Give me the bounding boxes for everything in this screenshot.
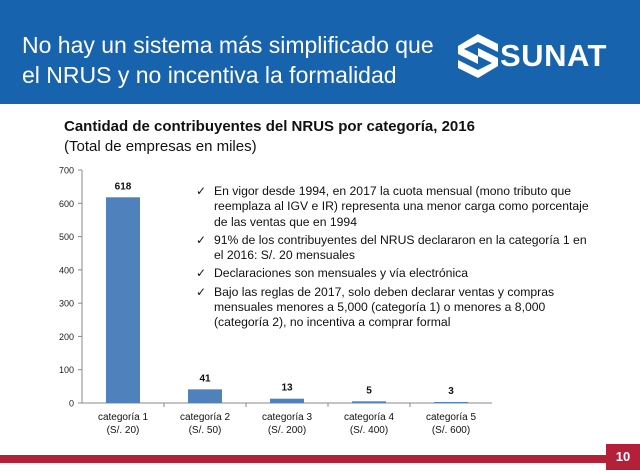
slide-title-line-1: No hay un sistema más simplificado que (22, 32, 434, 58)
chart-title: Cantidad de contribuyentes del NRUS por … (64, 118, 475, 135)
bullet-text: Bajo las reglas de 2017, solo deben decl… (214, 284, 555, 330)
bullet-item: ✓ 91% de los contribuyentes del NRUS dec… (196, 233, 592, 264)
data-label: 41 (199, 373, 211, 384)
x-tick-label: categoría 4 (344, 412, 394, 423)
x-tick-label-price: (S/. 20) (107, 425, 140, 436)
data-label: 618 (115, 181, 132, 192)
x-tick-label-price: (S/. 400) (350, 425, 388, 436)
checkmark-icon: ✓ (196, 284, 207, 299)
bullet-item: ✓ Declaraciones son mensuales y vía elec… (196, 266, 592, 281)
checkmark-icon: ✓ (196, 184, 207, 198)
bar (352, 401, 386, 403)
x-tick-label: categoría 2 (180, 412, 230, 423)
sunat-logo: SUNAT (458, 34, 618, 78)
y-tick-label: 500 (59, 232, 74, 242)
sunat-s-logo-icon (458, 34, 498, 78)
page-number: 10 (606, 444, 640, 470)
bullet-item: ✓ En vigor desde 1994, en 2017 la cuota … (196, 184, 592, 230)
bar (270, 398, 304, 403)
y-tick-label: 100 (59, 365, 74, 375)
x-tick-label: categoría 1 (98, 412, 148, 423)
y-tick-label: 700 (59, 166, 74, 176)
y-tick-label: 0 (69, 399, 74, 409)
x-tick-label-price: (S/. 50) (189, 425, 222, 436)
chart-subtitle: (Total de empresas en miles) (64, 138, 257, 155)
x-tick-label-price: (S/. 200) (268, 425, 306, 436)
bar (188, 389, 222, 403)
bar (434, 402, 468, 403)
sunat-logo-text: SUNAT (500, 38, 607, 73)
checkmark-icon: ✓ (196, 232, 207, 247)
slide-title: No hay un sistema más simplificado que e… (22, 30, 442, 90)
data-label: 5 (366, 385, 372, 396)
data-label: 13 (281, 383, 293, 394)
bullet-item: ✓ Bajo las reglas de 2017, solo deben de… (196, 285, 592, 331)
footer-bar (0, 455, 606, 463)
bullet-text: Declaraciones son mensuales y vía electr… (214, 266, 469, 281)
y-tick-label: 300 (59, 299, 74, 309)
y-tick-label: 400 (59, 265, 74, 275)
y-tick-label: 200 (59, 332, 74, 342)
bullet-text: 91% de los contribuyentes del NRUS decla… (214, 232, 587, 263)
slide-title-line-2: el NRUS y no incentiva la formalidad (22, 62, 397, 88)
x-tick-label: categoría 5 (426, 412, 476, 423)
data-label: 3 (448, 386, 454, 397)
y-tick-label: 600 (59, 199, 74, 209)
bullet-text: En vigor desde 1994, en 2017 la cuota me… (214, 184, 589, 229)
x-tick-label-price: (S/. 600) (432, 425, 470, 436)
header-banner: No hay un sistema más simplificado que e… (0, 0, 640, 104)
checkmark-icon: ✓ (196, 266, 207, 281)
x-tick-label: categoría 3 (262, 412, 312, 423)
bullet-list: ✓ En vigor desde 1994, en 2017 la cuota … (196, 184, 592, 334)
bar (106, 197, 140, 403)
